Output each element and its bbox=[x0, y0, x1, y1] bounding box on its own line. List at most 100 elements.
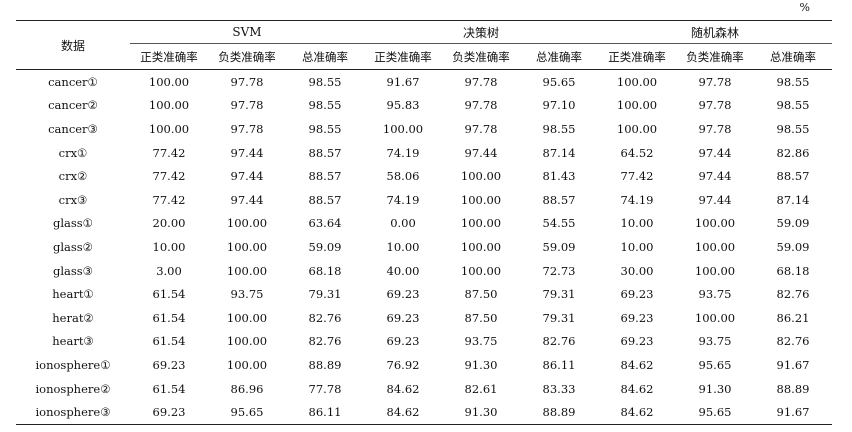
row-label: glass② bbox=[52, 239, 93, 254]
group-header-decision-tree: 决策树 bbox=[364, 20, 598, 44]
table-cell: 3.00 bbox=[156, 263, 182, 278]
table-row: glass③ 3.00 100.00 68.18 40.00 100.00 72.73 30.… bbox=[16, 259, 832, 283]
table-cell: 93.75 bbox=[698, 334, 732, 349]
table-cell: 59.09 bbox=[308, 239, 342, 254]
table-cell: 68.18 bbox=[308, 263, 342, 278]
unit-label: % bbox=[799, 1, 810, 14]
table-cell: 10.00 bbox=[620, 239, 654, 254]
row-label: ionosphere③ bbox=[35, 405, 111, 420]
table-cell: 63.64 bbox=[308, 216, 342, 231]
row-label: crx③ bbox=[58, 192, 88, 207]
table-cell: 97.78 bbox=[464, 98, 498, 113]
table-cell: 100.00 bbox=[226, 239, 268, 254]
table-cell: 100.00 bbox=[616, 74, 658, 89]
table-row: herat② 61.54 100.00 82.76 69.23 87.50 79.31 69.… bbox=[16, 306, 832, 330]
table-cell: 88.57 bbox=[308, 192, 342, 207]
table-cell: 82.76 bbox=[308, 334, 342, 349]
table-cell: 98.55 bbox=[776, 121, 810, 136]
table-cell: 100.00 bbox=[694, 263, 736, 278]
row-label: cancer① bbox=[48, 74, 98, 89]
table-cell: 64.52 bbox=[620, 145, 654, 160]
table-cell: 97.44 bbox=[698, 192, 732, 207]
table-cell: 61.54 bbox=[152, 310, 186, 325]
table-cell: 87.50 bbox=[464, 287, 498, 302]
table-cell: 97.78 bbox=[698, 98, 732, 113]
sub-header: 负类准确率 bbox=[218, 49, 276, 64]
table-cell: 100.00 bbox=[226, 310, 268, 325]
row-label: crx① bbox=[58, 145, 88, 160]
table-cell: 77.42 bbox=[152, 192, 186, 207]
table-cell: 82.76 bbox=[542, 334, 576, 349]
table-cell: 59.09 bbox=[542, 239, 576, 254]
sub-header: 正类准确率 bbox=[140, 49, 198, 64]
table-cell: 88.89 bbox=[308, 357, 342, 372]
table-cell: 97.44 bbox=[230, 169, 264, 184]
table-cell: 74.19 bbox=[386, 145, 420, 160]
table-row: heart③ 61.54 100.00 82.76 69.23 93.75 82.76 69.… bbox=[16, 330, 832, 354]
table-cell: 59.09 bbox=[776, 239, 810, 254]
table-cell: 100.00 bbox=[148, 74, 190, 89]
table-row: cancer② 100.00 97.78 98.55 95.83 97.78 97.10 10… bbox=[16, 94, 832, 118]
table-cell: 82.76 bbox=[776, 287, 810, 302]
table-cell: 84.62 bbox=[620, 405, 654, 420]
table-cell: 82.86 bbox=[776, 145, 810, 160]
table-cell: 100.00 bbox=[226, 357, 268, 372]
table-cell: 69.23 bbox=[386, 287, 420, 302]
table-cell: 93.75 bbox=[230, 287, 264, 302]
table-row: crx① 77.42 97.44 88.57 74.19 97.44 87.14 64.52 9… bbox=[16, 141, 832, 165]
table-cell: 100.00 bbox=[226, 334, 268, 349]
table-cell: 83.33 bbox=[542, 381, 576, 396]
table-cell: 100.00 bbox=[460, 263, 502, 278]
table-cell: 100.00 bbox=[460, 216, 502, 231]
sub-header: 正类准确率 bbox=[374, 49, 432, 64]
table-cell: 87.14 bbox=[542, 145, 576, 160]
table-row: ionosphere③ 69.23 95.65 86.11 84.62 91.30 88.8… bbox=[16, 400, 832, 425]
table-cell: 69.23 bbox=[620, 287, 654, 302]
table-cell: 91.30 bbox=[464, 357, 498, 372]
table-cell: 88.57 bbox=[776, 169, 810, 184]
table-cell: 72.73 bbox=[542, 263, 576, 278]
table-row: ionosphere② 61.54 86.96 77.78 84.62 82.61 83.3… bbox=[16, 377, 832, 401]
table-cell: 88.57 bbox=[308, 169, 342, 184]
row-label: crx② bbox=[58, 169, 88, 184]
table-cell: 88.57 bbox=[308, 145, 342, 160]
table-cell: 91.67 bbox=[776, 405, 810, 420]
table-row: cancer③ 100.00 97.78 98.55 100.00 97.78 98.55 1… bbox=[16, 117, 832, 141]
table-cell: 97.78 bbox=[230, 121, 264, 136]
sub-header: 总准确率 bbox=[302, 49, 348, 64]
table-cell: 77.42 bbox=[152, 169, 186, 184]
table-cell: 68.18 bbox=[776, 263, 810, 278]
row-label: ionosphere① bbox=[35, 357, 111, 372]
table-cell: 97.78 bbox=[230, 74, 264, 89]
data-column-header: 数据 bbox=[16, 20, 130, 70]
table-cell: 100.00 bbox=[694, 216, 736, 231]
table-cell: 81.43 bbox=[542, 169, 576, 184]
table-cell: 100.00 bbox=[616, 121, 658, 136]
table-cell: 100.00 bbox=[382, 121, 424, 136]
table-row: glass② 10.00 100.00 59.09 10.00 100.00 59.09 10… bbox=[16, 235, 832, 259]
table-cell: 30.00 bbox=[620, 263, 654, 278]
table-cell: 69.23 bbox=[152, 357, 186, 372]
table-cell: 98.55 bbox=[776, 74, 810, 89]
table-cell: 77.78 bbox=[308, 381, 342, 396]
table-cell: 54.55 bbox=[542, 216, 576, 231]
table-cell: 40.00 bbox=[386, 263, 420, 278]
table-cell: 59.09 bbox=[776, 216, 810, 231]
table-cell: 76.92 bbox=[386, 357, 420, 372]
table-cell: 95.65 bbox=[698, 357, 732, 372]
table-cell: 10.00 bbox=[152, 239, 186, 254]
table-cell: 20.00 bbox=[152, 216, 186, 231]
sub-header: 负类准确率 bbox=[452, 49, 510, 64]
table-cell: 74.19 bbox=[386, 192, 420, 207]
table-cell: 98.55 bbox=[308, 74, 342, 89]
table-cell: 97.44 bbox=[698, 145, 732, 160]
table-cell: 82.76 bbox=[308, 310, 342, 325]
table-cell: 100.00 bbox=[148, 121, 190, 136]
table-row: crx② 77.42 97.44 88.57 58.06 100.00 81.43 77.42… bbox=[16, 164, 832, 188]
table-cell: 69.23 bbox=[152, 405, 186, 420]
table-cell: 95.65 bbox=[230, 405, 264, 420]
table-cell: 91.30 bbox=[464, 405, 498, 420]
table-cell: 100.00 bbox=[148, 98, 190, 113]
table-row: glass① 20.00 100.00 63.64 0.00 100.00 54.55 10.… bbox=[16, 212, 832, 236]
group-header-random-forest: 随机森林 bbox=[598, 20, 832, 44]
